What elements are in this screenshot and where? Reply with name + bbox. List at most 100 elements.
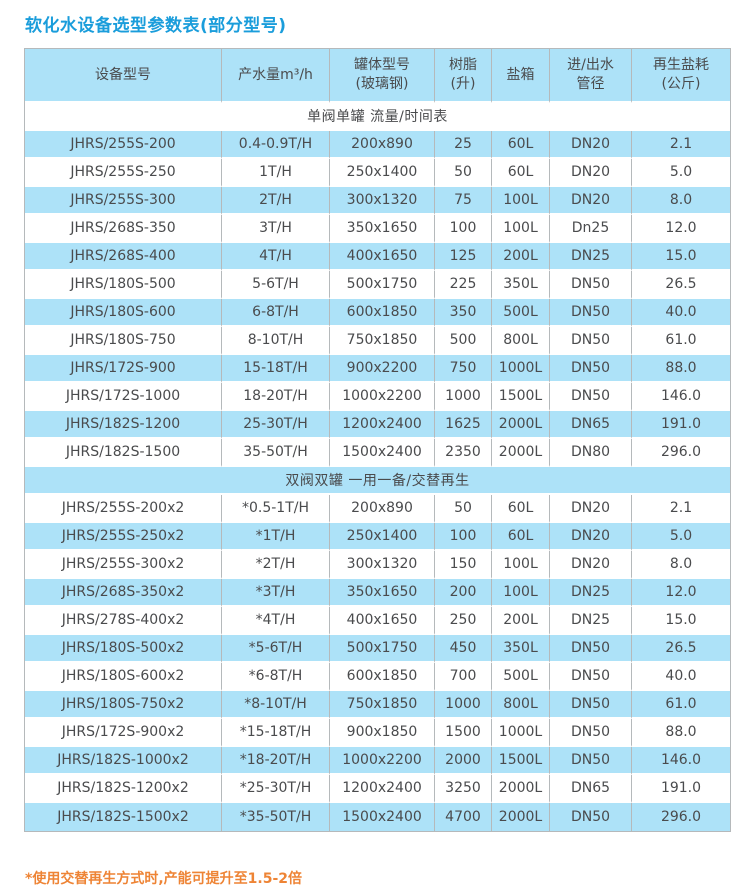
table-cell: JHRS/268S-350x2 [25,579,222,607]
table-row: JHRS/180S-600 6-8T/H 600x1850 350 500L DN50 40… [25,299,730,327]
table-cell: 400x1650 [330,243,435,271]
table-cell: 150 [435,551,492,579]
table-cell: 100L [492,551,550,579]
table-cell: JHRS/182S-1200x2 [25,775,222,803]
table-cell: DN20 [550,523,632,551]
table-cell: JHRS/255S-250x2 [25,523,222,551]
table-cell: 88.0 [632,719,730,747]
table-cell: 500L [492,663,550,691]
table-cell: 750x1850 [330,691,435,719]
column-header: 再生盐耗 (公斤) [632,49,730,103]
table-cell: DN50 [550,355,632,383]
table-row: JHRS/268S-350 3T/H 350x1650 100 100L Dn25 12.0 [25,215,730,243]
column-header: 树脂 (升) [435,49,492,103]
table-cell: *5-6T/H [222,635,330,663]
table-cell: *6-8T/H [222,663,330,691]
table-cell: 146.0 [632,747,730,775]
table-cell: 250x1400 [330,523,435,551]
table-cell: DN50 [550,383,632,411]
table-cell: 500L [492,299,550,327]
table-row: JHRS/180S-500x2 *5-6T/H 500x1750 450 350L DN5… [25,635,730,663]
table-cell: DN50 [550,663,632,691]
table-cell: 500x1750 [330,271,435,299]
table-row: JHRS/255S-250 1T/H 250x1400 50 60L DN20 5.0 [25,159,730,187]
table-cell: 200x890 [330,495,435,523]
table-row: JHRS/172S-900 15-18T/H 900x2200 750 1000L DN5… [25,355,730,383]
table-cell: 600x1850 [330,299,435,327]
table-cell: 350L [492,271,550,299]
section-header-row: 双阀双罐 一用一备/交替再生 [25,467,730,495]
table-cell: 700 [435,663,492,691]
column-header: 罐体型号 (玻璃钢) [330,49,435,103]
table-cell: JHRS/172S-900x2 [25,719,222,747]
table-cell: 26.5 [632,271,730,299]
table-cell: 40.0 [632,663,730,691]
table-cell: JHRS/180S-600 [25,299,222,327]
table-cell: 1500L [492,747,550,775]
table-cell: DN50 [550,327,632,355]
table-cell: 2350 [435,439,492,467]
table-cell: 1625 [435,411,492,439]
table-cell: 8.0 [632,551,730,579]
table-cell: 25 [435,131,492,159]
table-cell: 60L [492,131,550,159]
table-cell: 350 [435,299,492,327]
table-row: JHRS/180S-600x2 *6-8T/H 600x1850 700 500L DN5… [25,663,730,691]
table-cell: Dn25 [550,215,632,243]
table-row: JHRS/182S-1500 35-50T/H 1500x2400 2350 2000L… [25,439,730,467]
table-cell: 200x890 [330,131,435,159]
table-cell: JHRS/182S-1500 [25,439,222,467]
table-cell: 296.0 [632,803,730,831]
table-cell: 500 [435,327,492,355]
footnote: *使用交替再生方式时,产能可提升至1.5-2倍 [25,871,302,887]
column-header: 进/出水 管径 [550,49,632,103]
table-cell: DN20 [550,187,632,215]
table-cell: JHRS/255S-300x2 [25,551,222,579]
table-cell: 3T/H [222,215,330,243]
table-cell: 300x1320 [330,187,435,215]
table-cell: DN20 [550,159,632,187]
table-cell: JHRS/180S-750 [25,327,222,355]
table-cell: 15-18T/H [222,355,330,383]
table-cell: DN50 [550,719,632,747]
table-cell: 2000L [492,411,550,439]
table-cell: *18-20T/H [222,747,330,775]
table-cell: 200L [492,607,550,635]
table-cell: 1500x2400 [330,803,435,831]
table-cell: *8-10T/H [222,691,330,719]
table-cell: JHRS/268S-400 [25,243,222,271]
table-cell: 200L [492,243,550,271]
table-cell: 12.0 [632,579,730,607]
table-cell: DN20 [550,495,632,523]
table-row: JHRS/255S-200x2 *0.5-1T/H 200x890 50 60L DN20… [25,495,730,523]
table-cell: 750 [435,355,492,383]
table-row: JHRS/255S-300x2 *2T/H 300x1320 150 100L DN20 8… [25,551,730,579]
table-cell: 18-20T/H [222,383,330,411]
table-cell: 600x1850 [330,663,435,691]
table-cell: 25-30T/H [222,411,330,439]
table-cell: JHRS/172S-900 [25,355,222,383]
table-cell: 800L [492,691,550,719]
table-cell: 60L [492,523,550,551]
column-header: 盐箱 [492,49,550,103]
table-cell: 191.0 [632,411,730,439]
table-cell: 800L [492,327,550,355]
table-cell: 225 [435,271,492,299]
table-cell: DN50 [550,271,632,299]
table-cell: 5-6T/H [222,271,330,299]
table-cell: 15.0 [632,607,730,635]
table-cell: 1000 [435,383,492,411]
table-cell: 1000L [492,355,550,383]
table-cell: 250x1400 [330,159,435,187]
table-cell: 100L [492,215,550,243]
table-cell: 350x1650 [330,579,435,607]
spec-table: 设备型号 产水量m³/h 罐体型号 (玻璃钢) 树脂 (升) 盐箱 进/出水 管径 再生盐耗… [24,48,731,832]
table-cell: 60L [492,159,550,187]
section-header-label: 单阀单罐 流量/时间表 [25,103,730,131]
table-cell: 900x2200 [330,355,435,383]
table-cell: JHRS/255S-200 [25,131,222,159]
table-cell: 12.0 [632,215,730,243]
table-cell: DN25 [550,607,632,635]
table-cell: 146.0 [632,383,730,411]
table-cell: JHRS/172S-1000 [25,383,222,411]
